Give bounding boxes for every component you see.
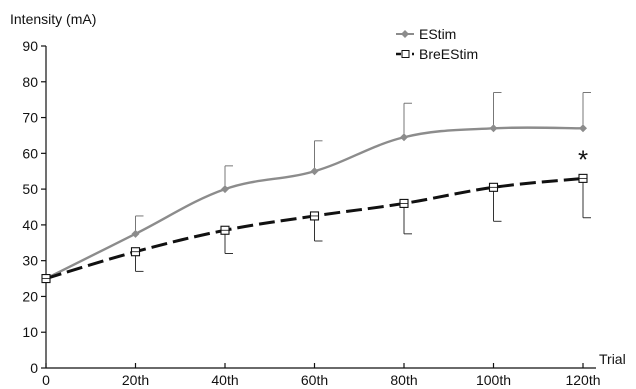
y-tick-label: 20 (22, 288, 38, 304)
x-tick-label: 120th (565, 372, 600, 388)
legend-marker-estim (401, 30, 409, 38)
y-axis-label: Intensity (mA) (10, 11, 96, 27)
data-point-estim (221, 185, 229, 194)
data-point-estim (579, 124, 587, 133)
y-tick-label: 50 (22, 181, 38, 197)
axes (45, 46, 596, 369)
y-tick-label: 40 (22, 217, 38, 233)
y-tick-label: 60 (22, 145, 38, 161)
x-ticks: 0 20th 40th 60th 80th 100th 120th (42, 363, 601, 388)
x-axis-label: Trial (599, 351, 626, 367)
y-tick-label: 80 (22, 74, 38, 90)
x-tick-label: 0 (42, 372, 50, 388)
x-tick-label: 20th (122, 372, 149, 388)
y-ticks: 0 10 20 30 40 50 60 70 80 90 (22, 38, 46, 376)
legend-item-breestim: BreEStim (396, 46, 478, 62)
legend-item-estim: EStim (396, 26, 456, 42)
data-point-estim (400, 133, 408, 142)
y-tick-label: 90 (22, 38, 38, 54)
y-tick-label: 70 (22, 110, 38, 126)
legend-label-breestim: BreEStim (419, 46, 478, 62)
series-breestim (41, 173, 591, 284)
legend-label-estim: EStim (419, 26, 456, 42)
x-tick-label: 40th (211, 372, 238, 388)
legend-marker-breestim (401, 50, 410, 58)
y-tick-label: 10 (22, 324, 38, 340)
x-tick-label: 60th (301, 372, 328, 388)
x-tick-label: 80th (390, 372, 417, 388)
series-estim (42, 92, 591, 283)
data-point-estim (310, 167, 319, 176)
legend: EStim BreEStim (396, 26, 478, 62)
y-tick-label: 0 (30, 360, 38, 376)
x-tick-label: 100th (476, 372, 511, 388)
y-tick-label: 30 (22, 253, 38, 269)
data-point-estim (489, 124, 498, 133)
series-layer: * (41, 92, 591, 284)
significance-asterisk: * (578, 144, 588, 174)
data-point-estim (131, 229, 140, 238)
